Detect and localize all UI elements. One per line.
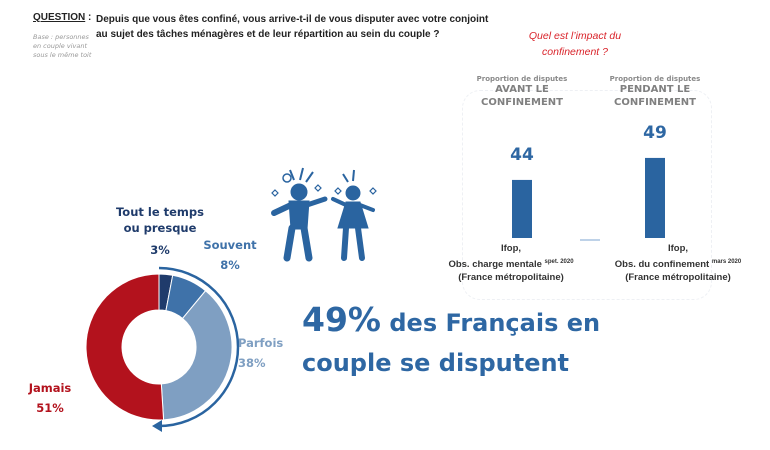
slice-label-always: Tout le temps ou presque 3% bbox=[115, 205, 204, 257]
bar-chart bbox=[512, 157, 665, 238]
slice-label-often: Souvent 8% bbox=[203, 238, 257, 272]
bar-value-label-during: 49 bbox=[643, 122, 667, 143]
headline: 49% des Français en couple se disputent bbox=[302, 300, 601, 377]
slice-label-never: Jamais 51% bbox=[28, 381, 72, 415]
donut-slice-2 bbox=[160, 290, 233, 421]
base-note: Base : personnes en couple vivant sous l… bbox=[33, 33, 92, 59]
donut-slice-3 bbox=[85, 273, 165, 421]
donut-chart bbox=[85, 273, 233, 421]
bar-1 bbox=[645, 157, 665, 238]
bar-header-before: Proportion de disputes AVANT LE CONFINEM… bbox=[476, 75, 568, 108]
slice-label-sometimes: Parfois 38% bbox=[238, 336, 284, 370]
arguing-couple-icon bbox=[271, 167, 377, 262]
bar-source-before: Ifop, Obs. charge mentale spet. 2020 (Fr… bbox=[448, 243, 574, 284]
curved-arrow-icon bbox=[152, 266, 240, 432]
impact-title: Quel est l’impact du confinement ? bbox=[528, 30, 622, 58]
question-line-2: au sujet des tâches ménagères et de leur… bbox=[96, 29, 440, 40]
question-text: Depuis que vous êtes confiné, vous arriv… bbox=[96, 12, 488, 42]
bar-0 bbox=[512, 179, 532, 238]
bar-value-label-before: 44 bbox=[510, 144, 534, 165]
question-label: QUESTION : bbox=[33, 12, 92, 23]
bar-chart-frame bbox=[462, 90, 712, 300]
question-line-1: Depuis que vous êtes confiné, vous arriv… bbox=[96, 14, 489, 25]
bar-header-during: Proportion de disputes PENDANT LE CONFIN… bbox=[609, 75, 701, 108]
bar-source-during: Ifop, Obs. du confinement mars 2020 (Fra… bbox=[614, 243, 742, 284]
